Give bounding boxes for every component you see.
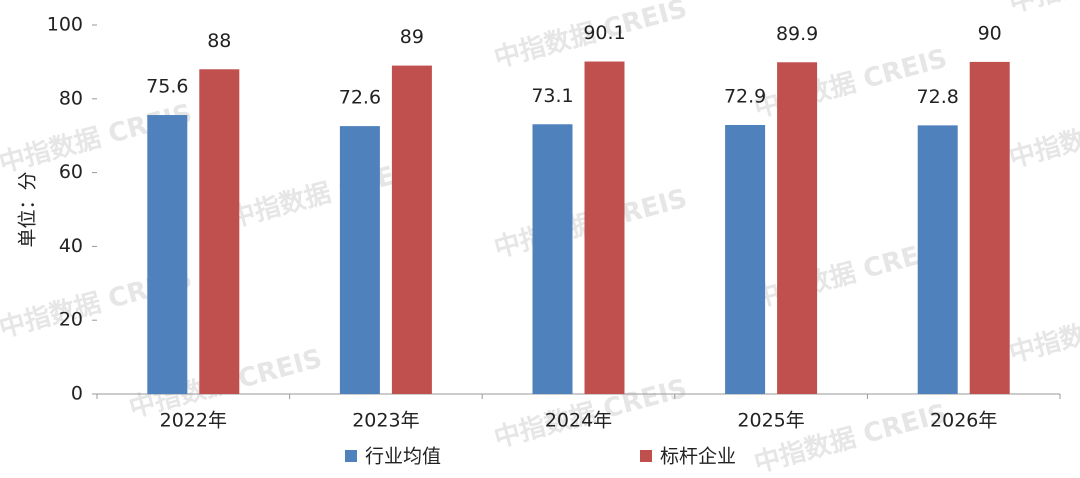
y-tick-label: 40 bbox=[59, 235, 83, 257]
y-tick-label: 100 bbox=[47, 14, 83, 36]
legend-swatch bbox=[345, 450, 357, 462]
value-label: 72.8 bbox=[917, 86, 959, 108]
value-label: 75.6 bbox=[146, 76, 188, 98]
bar bbox=[917, 125, 958, 395]
value-label: 88 bbox=[207, 30, 231, 52]
legend-swatch bbox=[640, 450, 652, 462]
value-label: 90 bbox=[978, 22, 1002, 44]
value-label: 72.6 bbox=[339, 87, 381, 109]
y-tick-label: 60 bbox=[59, 161, 83, 183]
legend-label: 行业均值 bbox=[365, 446, 441, 468]
y-tick-label: 20 bbox=[59, 309, 83, 331]
value-label: 90.1 bbox=[583, 22, 625, 44]
y-tick-label: 0 bbox=[71, 383, 83, 405]
x-tick-label: 2023年 bbox=[352, 410, 419, 432]
value-label: 89 bbox=[400, 26, 424, 48]
x-tick-label: 2025年 bbox=[737, 410, 804, 432]
y-axis-label: 单位：分 bbox=[17, 171, 39, 247]
bar bbox=[584, 61, 625, 394]
watermark: 中指数据 CREIS bbox=[1006, 289, 1080, 369]
bar bbox=[391, 65, 432, 394]
x-tick-label: 2026年 bbox=[930, 410, 997, 432]
bar bbox=[339, 126, 380, 394]
legend-label: 标杆企业 bbox=[660, 446, 736, 468]
x-tick-label: 2024年 bbox=[545, 410, 612, 432]
watermark: 中指数据 CREIS bbox=[1006, 94, 1080, 174]
bar bbox=[777, 62, 818, 394]
value-label: 73.1 bbox=[531, 85, 573, 107]
bar bbox=[147, 115, 188, 394]
bar bbox=[725, 124, 766, 395]
bar bbox=[969, 61, 1010, 395]
bar bbox=[199, 69, 240, 394]
value-label: 72.9 bbox=[724, 85, 766, 107]
y-tick-label: 80 bbox=[59, 87, 83, 109]
bar bbox=[532, 124, 573, 395]
value-label: 89.9 bbox=[776, 23, 818, 45]
x-tick-label: 2022年 bbox=[160, 410, 227, 432]
watermark: 中指数据 CREIS bbox=[1006, 0, 1080, 19]
